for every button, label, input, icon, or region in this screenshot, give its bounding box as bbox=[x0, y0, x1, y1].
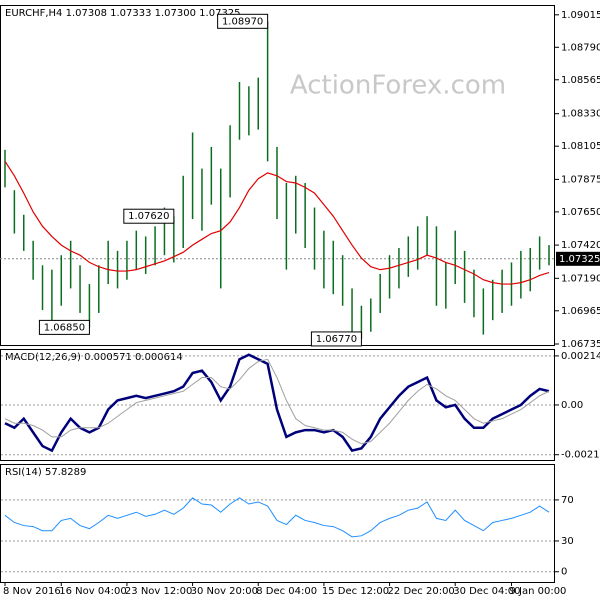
x-tick-label: 30 Dec 04:00 bbox=[453, 586, 520, 597]
x-tick-label: 30 Nov 20:00 bbox=[191, 586, 258, 597]
indicator-line bbox=[4, 497, 550, 538]
y-tick-label: 0 bbox=[561, 567, 567, 578]
y-tick-label: 1.08105 bbox=[561, 141, 600, 152]
y-tick-label: 1.07650 bbox=[561, 207, 600, 218]
current-price-label: 1.07325 bbox=[559, 254, 600, 265]
indicator-line bbox=[4, 353, 550, 453]
annotation-box bbox=[310, 331, 362, 347]
annotation-label: 1.06770 bbox=[316, 334, 357, 345]
x-tick-label: 22 Dec 20:00 bbox=[388, 586, 455, 597]
x-tick-label: 15 Dec 12:00 bbox=[322, 586, 389, 597]
annotation-box bbox=[38, 319, 90, 335]
moving-average bbox=[4, 161, 550, 285]
y-tick-label: 1.09015 bbox=[561, 10, 600, 21]
panel-frame bbox=[0, 5, 555, 346]
y-tick-label: 1.06965 bbox=[561, 306, 600, 317]
panel-frame bbox=[0, 464, 555, 583]
annotation-label: 1.06850 bbox=[44, 322, 85, 333]
y-tick-label: -0.002178 bbox=[561, 450, 600, 461]
y-tick-label: 1.08330 bbox=[561, 109, 600, 120]
panel-title: MACD(12,26,9) 0.000571 0.000614 bbox=[5, 352, 183, 363]
panel-title: RSI(14) 57.8289 bbox=[5, 467, 86, 478]
panel-title: EURCHF,H4 1.07308 1.07333 1.07300 1.0732… bbox=[5, 8, 241, 19]
x-tick-label: 9 Jan 00:00 bbox=[509, 586, 566, 597]
x-tick-label: 23 Nov 12:00 bbox=[125, 586, 192, 597]
y-tick-label: 1.08790 bbox=[561, 42, 600, 53]
annotation-label: 1.08970 bbox=[222, 16, 263, 27]
y-tick-label: 0.002148 bbox=[561, 351, 600, 362]
y-tick-label: 1.07420 bbox=[561, 240, 600, 251]
x-tick-label: 16 Nov 04:00 bbox=[59, 586, 126, 597]
current-price-box bbox=[556, 251, 600, 266]
y-tick-label: 30 bbox=[561, 536, 574, 547]
y-tick-label: 1.06735 bbox=[561, 339, 600, 350]
indicator-line bbox=[4, 358, 550, 445]
y-tick-label: 1.07875 bbox=[561, 174, 600, 185]
y-tick-label: 1.08565 bbox=[561, 75, 600, 86]
x-tick-label: 8 Nov 2016 bbox=[3, 586, 61, 597]
x-tick-label: 8 Dec 04:00 bbox=[256, 586, 317, 597]
annotation-label: 1.07620 bbox=[128, 211, 169, 222]
watermark: ActionForex.com bbox=[290, 71, 506, 101]
y-tick-label: 1.07190 bbox=[561, 273, 600, 284]
annotation-box bbox=[123, 208, 175, 224]
y-tick-label: 70 bbox=[561, 495, 574, 506]
y-tick-label: 0.00 bbox=[561, 400, 583, 411]
annotation-box bbox=[217, 13, 269, 29]
panel-frame bbox=[0, 349, 555, 461]
